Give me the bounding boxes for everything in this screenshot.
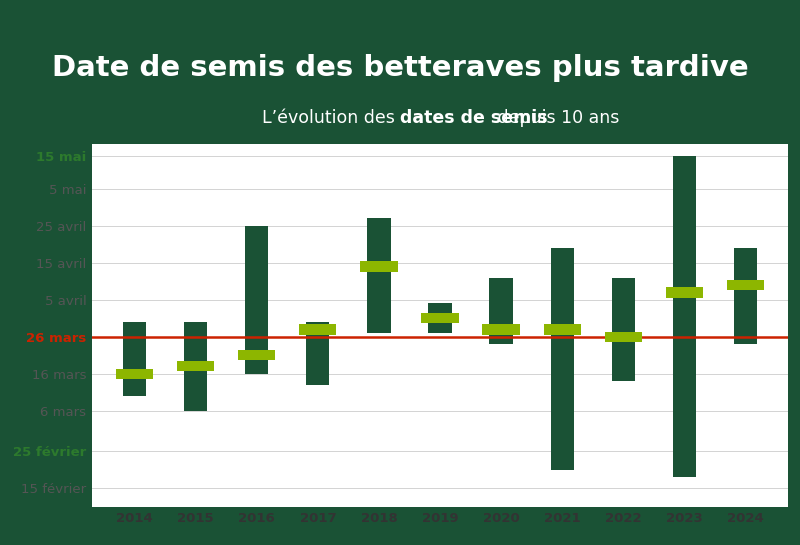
Bar — [246, 226, 269, 374]
Bar — [734, 248, 757, 344]
Bar — [490, 277, 513, 344]
Bar — [367, 219, 390, 333]
Bar — [543, 324, 581, 335]
Bar — [673, 155, 696, 477]
Text: Date de semis des betteraves plus tardive: Date de semis des betteraves plus tardiv… — [52, 54, 748, 82]
Text: dates de semis: dates de semis — [400, 109, 548, 127]
Bar — [360, 261, 398, 271]
Bar — [482, 324, 520, 335]
Bar — [306, 322, 330, 385]
Bar — [726, 280, 764, 290]
Text: L’évolution des: L’évolution des — [262, 109, 400, 127]
Bar — [429, 304, 452, 333]
Bar — [123, 322, 146, 396]
Bar — [238, 350, 275, 360]
Bar — [184, 322, 207, 411]
Bar — [422, 313, 458, 323]
Text: depuis 10 ans: depuis 10 ans — [492, 109, 619, 127]
Bar — [666, 287, 702, 298]
Bar — [116, 368, 154, 379]
Bar — [299, 324, 337, 335]
Bar — [550, 248, 574, 470]
Bar — [605, 331, 642, 342]
Bar — [178, 361, 214, 372]
Bar — [611, 277, 634, 381]
